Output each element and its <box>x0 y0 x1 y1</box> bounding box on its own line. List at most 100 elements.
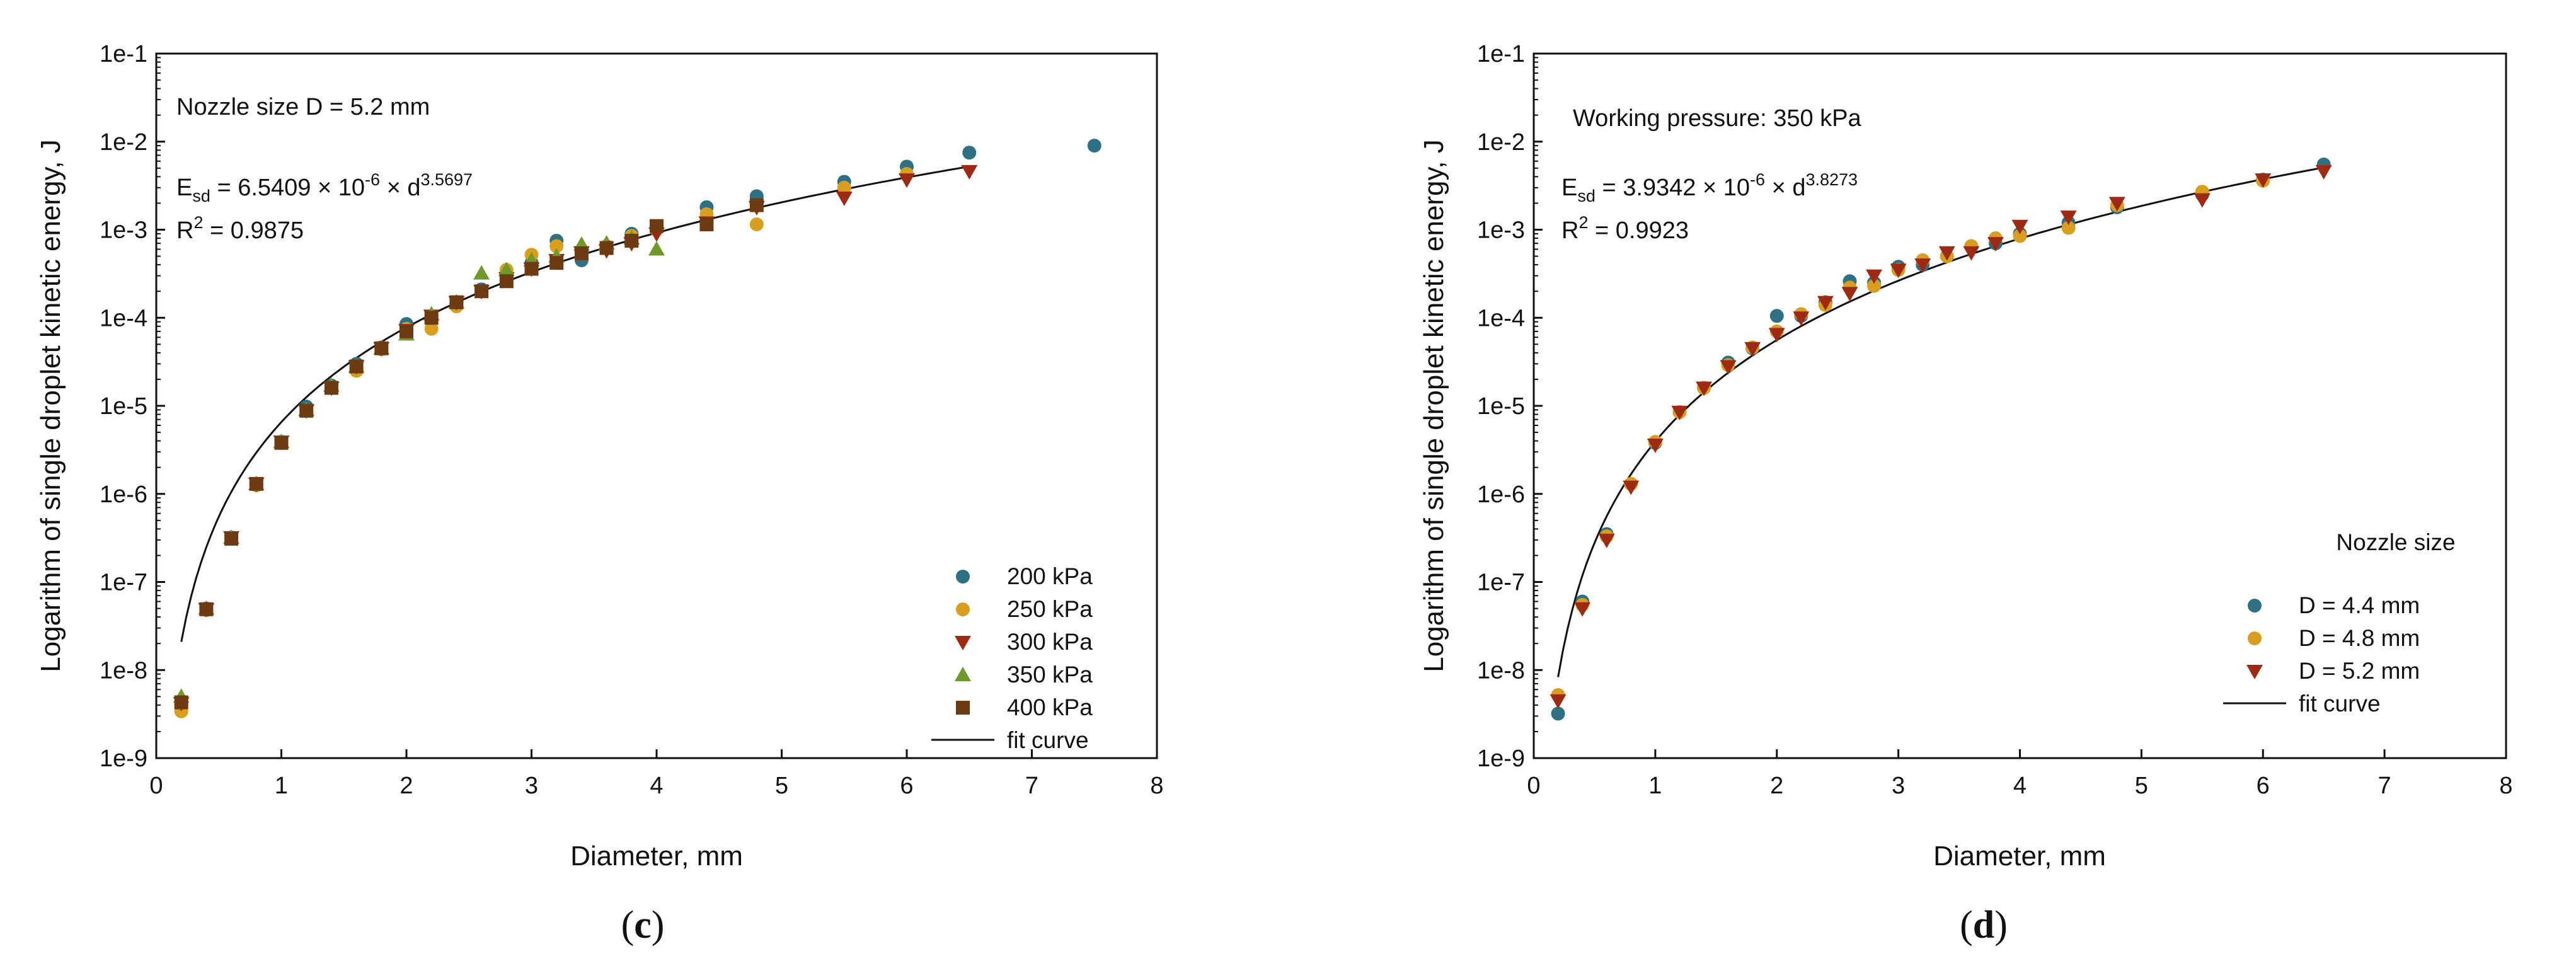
data-point <box>650 219 664 233</box>
data-point <box>374 341 389 355</box>
series-d-2 <box>1550 164 2332 709</box>
x-tick-label: 7 <box>2378 773 2391 799</box>
x-tick-label: 6 <box>2257 773 2270 799</box>
y-tick-label: 1e-2 <box>100 129 147 156</box>
eq-d-prefix: E <box>1561 175 1577 201</box>
legend-label: 200 kPa <box>1007 563 1093 589</box>
x-tick-label: 4 <box>2013 773 2027 799</box>
legend-label: D = 4.8 mm <box>2299 625 2420 651</box>
x-tick-label: 1 <box>1648 773 1662 799</box>
x-axis-title-c: Diameter, mm <box>570 841 743 872</box>
data-point <box>899 173 915 188</box>
legend-label: 300 kPa <box>1007 629 1093 655</box>
data-point <box>1938 246 1955 261</box>
data-point <box>2194 193 2211 208</box>
eq-c-exp2: 3.5697 <box>420 170 473 189</box>
fit-equation-d: Esd = 3.9342 × 10-6 × d3.8273 <box>1561 170 1858 205</box>
y-tick-label: 1e-2 <box>1477 129 1525 156</box>
eq-d-exp2: 3.8273 <box>1805 170 1858 189</box>
data-point <box>749 217 764 232</box>
eq-c-mid: × d <box>380 175 420 201</box>
panel-d-label: (d) <box>1960 904 2008 947</box>
eq-c-sub: sd <box>192 187 210 205</box>
data-point <box>962 146 977 160</box>
x-tick-label: 5 <box>775 773 788 799</box>
data-point <box>624 233 639 248</box>
x-tick-label: 2 <box>1770 773 1783 799</box>
y-axis-ticks-d: 1e-9 1e-8 1e-7 1e-6 1e-5 1e-4 1e-3 1e-2 1e-1 <box>1477 41 1543 772</box>
y-tick-label: 1e-4 <box>1477 305 1525 331</box>
data-point <box>1914 258 1931 273</box>
data-point <box>2060 210 2077 226</box>
eq-d-sub: sd <box>1577 187 1596 205</box>
y-tick-label: 1e-6 <box>100 481 147 508</box>
legend-marker <box>2246 665 2263 679</box>
legend-label: fit curve <box>2299 691 2381 717</box>
y-tick-label: 1e-3 <box>100 217 147 244</box>
panel-d: 1e-9 1e-8 1e-7 1e-6 1e-5 1e-4 1e-3 1e-2 1e-1 0 1 2… <box>1418 41 2513 947</box>
r-squared-c: R2 = 0.9875 <box>176 213 304 244</box>
panel-c-letter: c <box>634 904 652 947</box>
data-point <box>224 531 239 546</box>
y-tick-label: 1e-3 <box>1477 217 1525 244</box>
data-point <box>2315 164 2332 180</box>
data-points-c <box>173 139 1101 718</box>
data-point <box>549 239 564 253</box>
data-point <box>699 217 714 232</box>
data-point <box>1768 328 1785 343</box>
data-point <box>524 262 539 276</box>
plot-area-c <box>155 52 1158 759</box>
x-tick-label: 1 <box>275 773 288 799</box>
x-tick-label: 8 <box>1150 773 1163 799</box>
x-tick-label: 2 <box>400 773 413 799</box>
data-point <box>473 265 490 280</box>
data-point <box>836 191 853 206</box>
legend-label: 350 kPa <box>1007 662 1093 688</box>
legend-marker <box>2248 631 2262 645</box>
legend-d: Nozzle size D = 4.4 mm D = 4.8 mm D = 5.2 m… <box>2223 529 2456 717</box>
y-tick-label: 1e-9 <box>100 746 147 772</box>
fit-equation-c: Esd = 6.5409 × 10-6 × d3.5697 <box>176 170 473 205</box>
data-point <box>474 284 489 299</box>
data-point <box>1867 279 1882 293</box>
data-point <box>1647 439 1664 454</box>
eq-d-mid: × d <box>1765 175 1805 201</box>
annotation-d: Working pressure: 350 kPa Esd = 3.9342 ×… <box>1561 105 1861 244</box>
eq-d-body: = 3.9342 × 10 <box>1596 175 1750 201</box>
legend-label: D = 4.4 mm <box>2299 592 2420 618</box>
data-point <box>2108 197 2125 212</box>
data-point <box>648 241 665 256</box>
x-tick-label: 4 <box>650 773 663 799</box>
y-tick-label: 1e-1 <box>100 41 147 67</box>
data-point <box>499 274 514 289</box>
eq-c-body: = 6.5409 × 10 <box>210 175 365 201</box>
data-point <box>1598 533 1615 548</box>
data-point <box>498 262 515 277</box>
data-point <box>349 359 364 374</box>
nozzle-size-note: Nozzle size D = 5.2 mm <box>176 94 430 120</box>
data-point <box>1890 263 1907 279</box>
legend-label: D = 5.2 mm <box>2299 658 2420 684</box>
legend-marker <box>955 636 971 650</box>
y-tick-label: 1e-8 <box>1477 657 1525 684</box>
y-tick-label: 1e-8 <box>100 657 147 684</box>
data-point <box>1696 381 1713 396</box>
data-point <box>424 321 439 336</box>
eq-d-exp1: -6 <box>1750 170 1765 189</box>
data-point <box>2255 173 2272 188</box>
y-axis-ticks-c: 1e-9 1e-8 1e-7 1e-6 1e-5 1e-4 1e-3 1e-2 1e-1 <box>100 41 165 772</box>
x-axis-title-d: Diameter, mm <box>1933 841 2106 872</box>
legend-label: 250 kPa <box>1007 596 1093 622</box>
data-point <box>1574 602 1591 617</box>
legend-marker <box>956 570 970 584</box>
x-tick-label: 8 <box>2499 773 2512 799</box>
data-point <box>1841 287 1858 302</box>
r2-c-sup: 2 <box>193 213 203 232</box>
data-point <box>199 602 214 616</box>
data-point <box>961 164 978 180</box>
data-point <box>574 246 589 260</box>
x-tick-label: 3 <box>1892 773 1905 799</box>
eq-c-prefix: E <box>176 175 192 201</box>
panel-d-letter: d <box>1973 904 1994 947</box>
data-point <box>2011 219 2028 234</box>
